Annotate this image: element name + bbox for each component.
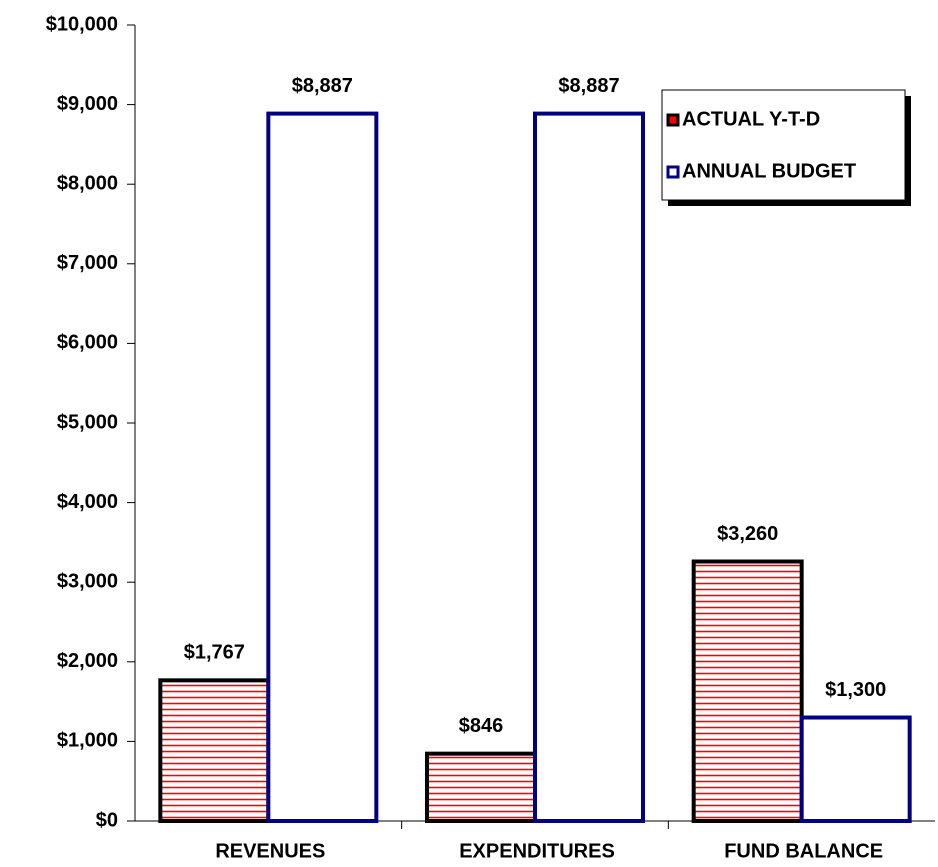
legend-label: ACTUAL Y-T-D (682, 108, 820, 130)
y-tick-label: $5,000 (57, 411, 118, 433)
x-tick-label: FUND BALANCE (724, 840, 883, 862)
y-tick-label: $8,000 (57, 172, 118, 194)
data-label: $8,887 (292, 75, 353, 97)
legend-swatch (666, 165, 680, 179)
bar (425, 751, 537, 823)
bar (799, 715, 912, 824)
legend-label: ANNUAL BUDGET (682, 160, 856, 182)
bar (266, 111, 379, 824)
y-tick-label: $0 (96, 809, 118, 831)
y-tick-label: $2,000 (57, 650, 118, 672)
y-tick-label: $1,000 (57, 730, 118, 752)
legend (661, 89, 906, 201)
y-tick-label: $9,000 (57, 93, 118, 115)
legend-swatch (666, 113, 680, 127)
bar (533, 111, 645, 824)
data-label: $846 (459, 715, 504, 737)
x-tick-label: REVENUES (215, 840, 325, 862)
bar (691, 559, 804, 824)
y-tick-label: $7,000 (57, 252, 118, 274)
y-tick-label: $3,000 (57, 570, 118, 592)
bar (158, 678, 271, 823)
y-tick-label: $6,000 (57, 332, 118, 354)
data-label: $8,887 (558, 75, 619, 97)
data-label: $1,767 (184, 642, 245, 664)
x-tick-label: EXPENDITURES (459, 840, 615, 862)
data-label: $3,260 (717, 523, 778, 545)
y-tick-label: $10,000 (46, 13, 118, 35)
data-label: $1,300 (825, 679, 886, 701)
y-tick-label: $4,000 (57, 491, 118, 513)
